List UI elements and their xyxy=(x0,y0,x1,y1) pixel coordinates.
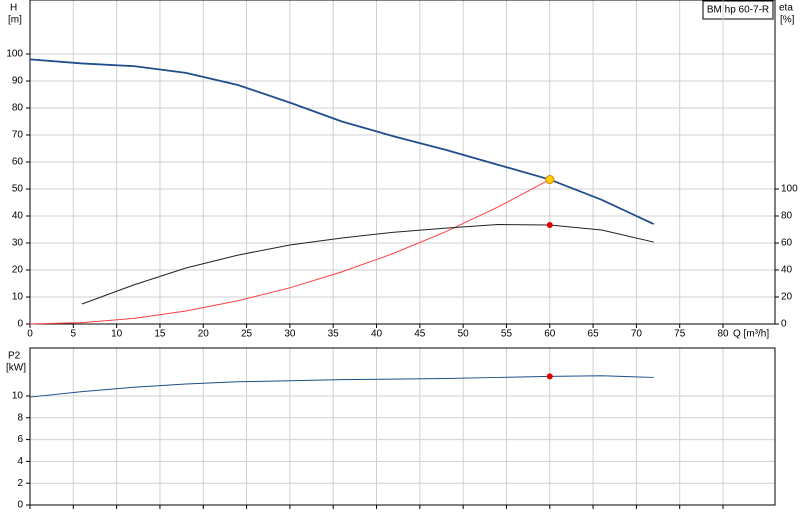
chart-title: BM hp 60-7-R xyxy=(707,5,769,16)
duty-point xyxy=(546,222,553,229)
duty-point xyxy=(545,175,555,185)
x-tick-label: 60 xyxy=(544,329,556,340)
x-tick-label: 45 xyxy=(414,329,426,340)
x-tick-label: 55 xyxy=(501,329,513,340)
x-tick-label: 5 xyxy=(71,329,77,340)
y-tick-label: 40 xyxy=(12,211,24,222)
x-tick-label: 20 xyxy=(198,329,210,340)
y2-tick-label: 0 xyxy=(781,319,787,330)
y-tick-label: 80 xyxy=(12,103,24,114)
x-tick-label: 40 xyxy=(371,329,383,340)
y-label: P2 xyxy=(8,351,21,362)
y-tick-label: 100 xyxy=(6,49,23,60)
y-tick-label: 8 xyxy=(17,412,23,423)
duty-point xyxy=(546,373,553,380)
x-label: Q [m³/h] xyxy=(733,329,769,340)
x-tick-label: 15 xyxy=(154,329,166,340)
y-tick-label: 6 xyxy=(17,434,23,445)
x-tick-label: 50 xyxy=(458,329,470,340)
x-tick-label: 25 xyxy=(241,329,253,340)
y-tick-label: 10 xyxy=(12,292,24,303)
y2-tick-label: 40 xyxy=(781,265,793,276)
y-tick-label: 4 xyxy=(17,456,23,467)
y-unit: [m] xyxy=(8,15,22,26)
y-tick-label: 20 xyxy=(12,265,24,276)
y2-tick-label: 100 xyxy=(781,184,798,195)
title-box xyxy=(702,0,774,20)
curve xyxy=(29,375,654,398)
plot-frame xyxy=(29,0,776,325)
y-label: H xyxy=(10,3,17,14)
y2-unit: [%] xyxy=(780,15,795,26)
y2-tick-label: 20 xyxy=(781,292,793,303)
x-tick-label: 0 xyxy=(27,329,33,340)
x-tick-label: 35 xyxy=(328,329,340,340)
x-tick-label: 70 xyxy=(631,329,643,340)
x-tick-label: 30 xyxy=(284,329,296,340)
y-tick-label: 50 xyxy=(12,184,24,195)
y-tick-label: 2 xyxy=(17,478,23,489)
x-tick-label: 75 xyxy=(674,329,686,340)
y-tick-label: 60 xyxy=(12,157,24,168)
curve xyxy=(29,179,551,325)
curve xyxy=(29,58,655,225)
y-tick-label: 10 xyxy=(12,391,24,402)
y-tick-label: 0 xyxy=(17,500,23,511)
x-tick-label: 10 xyxy=(111,329,123,340)
x-tick-label: 80 xyxy=(717,329,729,340)
curve xyxy=(81,224,654,305)
plot-frame xyxy=(29,347,776,506)
y-tick-label: 30 xyxy=(12,238,24,249)
y2-label: eta xyxy=(779,3,793,14)
x-tick-label: 65 xyxy=(588,329,600,340)
y-tick-label: 90 xyxy=(12,76,24,87)
y-unit: [kW] xyxy=(6,363,26,374)
y2-tick-label: 60 xyxy=(781,238,793,249)
y-tick-label: 70 xyxy=(12,130,24,141)
y2-tick-label: 80 xyxy=(781,211,793,222)
y-tick-label: 0 xyxy=(17,319,23,330)
